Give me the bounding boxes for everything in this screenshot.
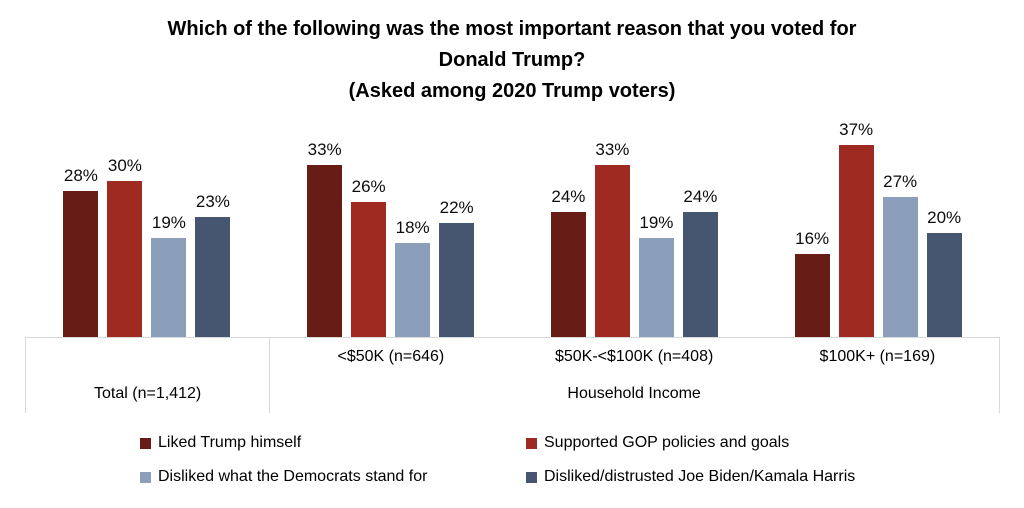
chart-title-line-2: Donald Trump? [438,49,586,71]
bar-group-2: 24% 33% 19% 24% [513,115,757,337]
axis-label-household-income: Household Income [567,385,701,402]
legend-swatch-distrusted-biden-harris [526,471,537,483]
legend-swatch-gop-policies [526,437,537,449]
bar-group-0: 28% 30% 19% 23% [25,115,269,337]
bar-value-label: 16% [795,229,830,248]
bar-value-label: 24% [551,187,586,206]
bar-series-3-group-3: 20% [926,208,962,337]
bar-value-label: 24% [683,187,718,206]
bar-series-2-group-1: 18% [395,218,431,337]
legend: Liked Trump himself Supported GOP polici… [140,434,855,486]
legend-swatch-liked-trump [140,437,151,449]
bar-value-label: 19% [639,213,674,232]
bar-value-label: 33% [595,140,630,159]
axis-label-under-50k: <$50K (n=646) [337,348,445,365]
chart-title-line-1: Which of the following was the most impo… [167,18,857,40]
legend-item-distrusted-biden-harris: Disliked/distrusted Joe Biden/Kamala Har… [526,468,855,486]
bar-series-0-group-3: 16% [794,229,830,337]
legend-label-distrusted-biden-harris: Disliked/distrusted Joe Biden/Kamala Har… [544,468,856,485]
bar-series-1-group-3: 37% [838,120,874,337]
legend-swatch-disliked-democrats [140,471,151,483]
axis-label-100k-plus: $100K+ (n=169) [819,348,936,365]
legend-label-disliked-democrats: Disliked what the Democrats stand for [158,468,428,485]
bar-series-2-group-2: 19% [638,213,674,337]
axis-cell-empty [26,338,269,376]
category-axis: <$50K (n=646) $50K-<$100K (n=408) $100K+… [25,337,1000,413]
bar-value-label: 26% [351,177,386,196]
legend-item-disliked-democrats: Disliked what the Democrats stand for [140,468,526,486]
bar-value-label: 28% [63,166,98,185]
bar-value-label: 33% [307,140,342,159]
bar-value-label: 27% [883,172,918,191]
bar-series-1-group-2: 33% [594,140,630,337]
bar-series-2-group-3: 27% [882,172,918,337]
bar-group-1: 33% 26% 18% 22% [269,115,513,337]
bar-value-label: 20% [927,208,962,227]
bar-series-2-group-0: 19% [151,213,187,337]
bar-value-label: 22% [439,198,474,217]
axis-label-50k-100k: $50K-<$100K (n=408) [554,348,714,365]
bar-series-3-group-1: 22% [439,198,475,337]
legend-label-liked-trump: Liked Trump himself [158,434,302,451]
bar-value-label: 30% [107,156,142,175]
legend-label-gop-policies: Supported GOP policies and goals [544,434,790,451]
bar-series-1-group-1: 26% [351,177,387,337]
legend-item-gop-policies: Supported GOP policies and goals [526,434,855,452]
bar-series-3-group-2: 24% [682,187,718,337]
axis-divider [269,338,271,413]
axis-label-total: Total (n=1,412) [94,385,202,402]
plot-area: 28% 30% 19% 23% 33% 26% 18% 22% 24% 33% 19% 24% 16% 3… [25,115,1000,337]
bar-value-label: 37% [839,120,874,139]
bar-series-0-group-1: 33% [307,140,343,337]
bar-group-3: 16% 37% 27% 20% [756,115,1000,337]
bar-series-1-group-0: 30% [107,156,143,337]
bar-series-0-group-2: 24% [550,187,586,337]
chart-subtitle: (Asked among 2020 Trump voters) [348,80,676,102]
bar-value-label: 18% [395,218,430,237]
chart-title: Which of the following was the most impo… [0,14,1024,107]
axis-group-row: Total (n=1,412) Household Income [26,376,999,412]
legend-item-liked-trump: Liked Trump himself [140,434,526,452]
bar-series-0-group-0: 28% [63,166,99,337]
bar-value-label: 19% [151,213,186,232]
axis-subcategory-row: <$50K (n=646) $50K-<$100K (n=408) $100K+… [26,338,999,376]
bar-value-label: 23% [195,192,230,211]
bar-series-3-group-0: 23% [195,192,231,337]
